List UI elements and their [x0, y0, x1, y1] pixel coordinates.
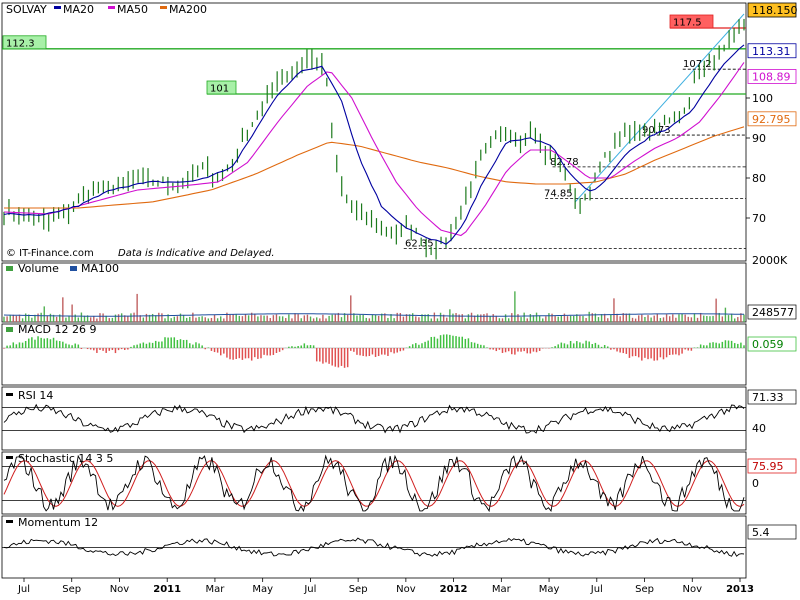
x-tick-label: Sep [635, 584, 654, 595]
ma50-legend-swatch [108, 6, 115, 9]
volume-last-value: 248577 [752, 306, 794, 319]
x-tick-label: Jul [590, 584, 603, 595]
value-box [747, 2, 797, 18]
source-label: © IT-Finance.com [6, 248, 94, 259]
ma20-line [3, 44, 745, 245]
macd-title: MACD 12 26 9 [18, 323, 96, 336]
trendline [574, 13, 745, 203]
rsi-panel [1, 386, 747, 451]
macd-last-value: 0.059 [752, 338, 784, 351]
ma20-legend-label: MA20 [63, 3, 94, 16]
stochastic-last-value: 75.95 [752, 460, 784, 473]
stochastic-tick-label: 0 [752, 477, 759, 490]
x-tick-label: 2012 [440, 584, 468, 595]
x-tick-label: 2011 [153, 584, 181, 595]
x-tick-label: May [252, 584, 273, 595]
value-label: 108.89 [752, 70, 791, 83]
x-tick-label: Jul [17, 584, 30, 595]
x-tick-label: Mar [205, 584, 225, 595]
rsi-title: RSI 14 [18, 389, 53, 402]
ma200-legend-swatch [160, 6, 167, 9]
support-label-90.73: 90.73 [642, 125, 671, 136]
value-box [747, 43, 797, 59]
level-box-101 [206, 80, 237, 95]
stochastic-panel [1, 451, 747, 515]
volume-top-label: 2000K [752, 254, 788, 267]
value-label: 113.31 [752, 45, 791, 58]
macd-legend-swatch [6, 327, 13, 332]
price-panel [1, 2, 747, 262]
x-tick-label: 2013 [726, 584, 754, 595]
support-label-107.2: 107.2 [683, 59, 712, 70]
right-axis-labels: 2000K 248577 0.059 40 71.33 0 75.95 5.4 [747, 254, 797, 540]
stochastic-last-box [747, 458, 797, 474]
volume-ma-line [3, 313, 744, 317]
momentum-panel [1, 515, 747, 579]
rsi-legend-swatch [6, 393, 13, 396]
x-tick-label: Jul [303, 584, 316, 595]
value-box [747, 69, 797, 84]
price-legend: SOLVAY MA20 MA50 MA200 [6, 3, 207, 16]
level-box-117.5 [669, 14, 714, 29]
ma50-legend-label: MA50 [117, 3, 148, 16]
x-tick-label: Sep [349, 584, 368, 595]
momentum-line [3, 537, 745, 557]
price-tick-label: 80 [752, 172, 766, 185]
indicator-layer [2, 291, 746, 557]
chart-title: SOLVAY [6, 3, 47, 16]
price-bars [3, 18, 745, 260]
disclaimer-label: Data is Indicative and Delayed. [118, 248, 275, 259]
momentum-title: Momentum 12 [18, 516, 98, 529]
x-tick-label: Nov [110, 584, 130, 595]
volume-last-box [747, 304, 797, 320]
volume-panel [1, 262, 747, 323]
x-tick-label: Nov [396, 584, 416, 595]
support-label-74.85: 74.85 [544, 189, 573, 200]
stochastic-signal-line [3, 460, 745, 507]
stochastic-legend-swatch [6, 456, 13, 459]
price-footer: © IT-Finance.com Data is Indicative and … [6, 248, 275, 259]
momentum-last-value: 5.4 [752, 526, 770, 539]
price-tick-label: 100 [752, 92, 773, 105]
x-tick-label: Nov [683, 584, 703, 595]
rsi-last-box [747, 389, 797, 405]
rsi-last-value: 71.33 [752, 391, 784, 404]
volume-legend-swatch [6, 266, 13, 271]
rsi-tick-label: 40 [752, 422, 766, 435]
volume-ma-title: MA100 [81, 262, 119, 275]
x-tick-label: Mar [492, 584, 512, 595]
ma200-legend-label: MA200 [169, 3, 207, 16]
chart-panels [1, 2, 747, 579]
level-box-112.3 [2, 35, 47, 50]
value-label: 118.150 [752, 4, 798, 17]
stochastic-line [3, 454, 745, 513]
level-label-101: 101 [210, 84, 229, 95]
support-label-62.35: 62.35 [405, 239, 434, 250]
macd-panel [1, 323, 747, 386]
level-label-117.5: 117.5 [673, 18, 702, 29]
x-tick-label: May [539, 584, 560, 595]
rsi-line [3, 403, 745, 434]
level-label-112.3: 112.3 [6, 38, 35, 49]
price-layer: 112.3 101 117.5 62.35 74.85 82.78 90.73 107.2 [2, 13, 746, 260]
volume-bars [3, 291, 745, 322]
price-tick-label: 70 [752, 212, 766, 225]
support-label-82.78: 82.78 [550, 157, 579, 168]
axis-layer: 70 80 90 100 118.150 113.31 108.89 92.795 Jul Sep… [17, 2, 798, 595]
price-tick-label: 90 [752, 132, 766, 145]
volume-ma-legend-swatch [70, 266, 77, 271]
value-box [747, 111, 797, 127]
ma200-line [4, 126, 745, 209]
x-tick-label: Sep [62, 584, 81, 595]
value-label: 92.795 [752, 113, 791, 126]
ma50-line [3, 62, 745, 237]
macd-histogram [3, 334, 745, 368]
momentum-last-box [747, 524, 797, 540]
momentum-legend-swatch [6, 520, 13, 523]
stochastic-title: Stochastic 14 3 5 [18, 452, 113, 465]
macd-last-box [747, 336, 797, 352]
volume-title: Volume [18, 262, 59, 275]
ma20-legend-swatch [54, 6, 61, 9]
